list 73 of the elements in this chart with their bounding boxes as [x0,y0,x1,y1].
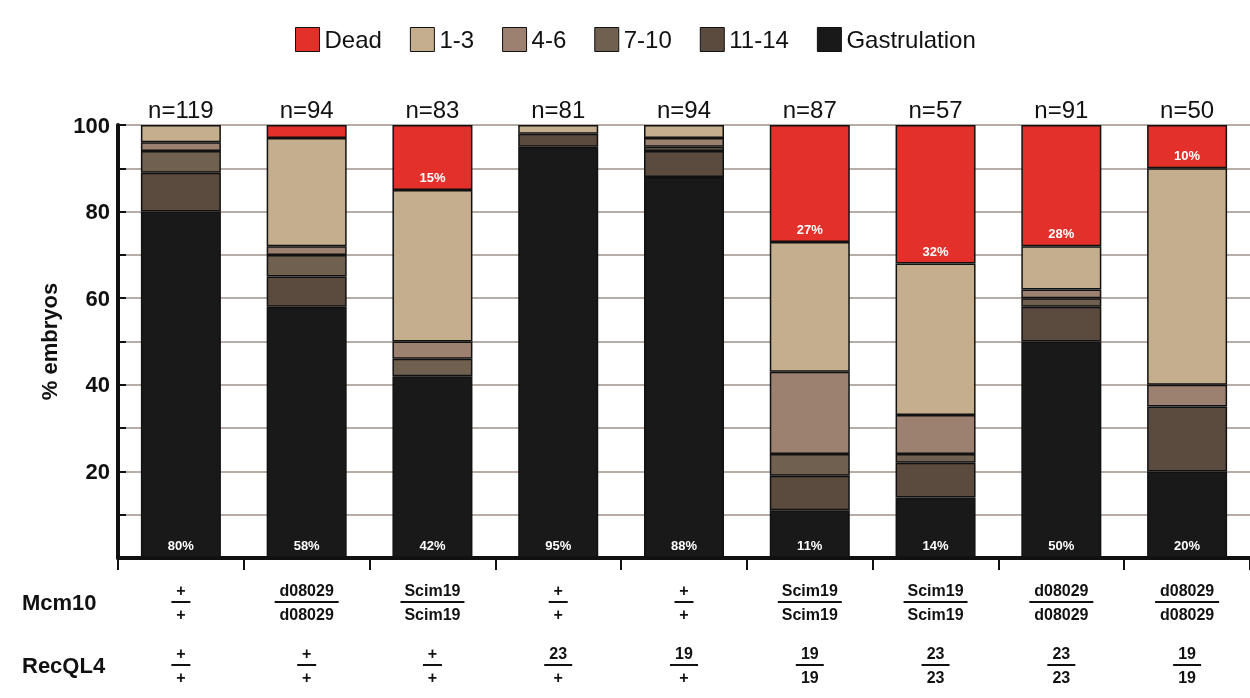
text: Scim19 [781,605,838,623]
text: n=94 [279,95,334,123]
text: n=94 [656,95,712,123]
legend-label: Gastrulation [846,26,976,53]
data-label: 42% [419,538,446,553]
data-label: 88% [670,538,698,553]
text: Mcm10 [22,589,97,615]
text: n=119 [148,95,214,123]
text: 19 [675,644,693,662]
text: d08029 [1159,581,1215,599]
legend-label: Dead [324,26,382,53]
legend-label: 1-3 [439,26,475,53]
y-tick-label: 80 [85,199,110,225]
text: Scim19 [907,581,964,599]
text: 23 [926,668,945,686]
text: + [176,605,186,623]
text: + [553,668,563,686]
text: 23 [1052,644,1071,662]
text: Scim19 [404,605,461,623]
text: n=91 [1034,95,1089,123]
text: d08029 [279,605,334,623]
text: Scim19 [404,581,461,599]
text: n=57 [908,95,963,123]
text: Scim19 [781,581,838,599]
text: 23 [1052,668,1071,686]
text: + [427,644,438,662]
data-label: 14% [922,538,949,553]
data-label: 10% [1174,148,1201,164]
text: n=83 [405,95,460,123]
text: n=81 [531,95,586,123]
text: 23 [549,644,568,662]
text: + [176,581,186,599]
text: + [553,581,563,599]
text: + [176,668,186,686]
data-label: 11% [797,538,823,553]
y-tick-label: 20 [85,458,110,484]
text: + [301,668,312,686]
text: n=87 [782,95,837,123]
data-label: 32% [922,243,949,259]
data-label: 28% [1048,226,1075,242]
y-tick-label: 100 [73,112,110,138]
text: + [553,605,563,623]
legend-label: 4-6 [531,26,567,53]
text: + [176,644,186,662]
data-label: 15% [419,169,446,185]
text: 19 [1178,644,1197,662]
text: d08029 [1159,605,1215,623]
text: 23 [926,644,945,662]
text: + [427,668,438,686]
legend-label: 11-14 [729,26,789,53]
data-label: 58% [293,538,321,553]
text: 19 [800,668,819,686]
y-axis-title: % embryos [36,282,62,401]
text: + [679,605,689,623]
legend-label: 7-10 [623,26,672,53]
text: + [679,668,689,686]
text: n=50 [1160,95,1215,123]
y-tick-label: 40 [85,372,110,398]
text: 19 [1178,668,1197,686]
data-label: 20% [1174,538,1201,553]
text: RecQL4 [22,652,106,678]
data-label: 80% [167,538,195,553]
data-label: 27% [796,221,824,237]
text: d08029 [1034,581,1089,599]
text: + [679,581,689,599]
data-label: 50% [1048,538,1075,553]
text: + [301,644,312,662]
text: 19 [800,644,819,662]
y-tick-label: 60 [85,285,110,311]
text: Scim19 [907,605,964,623]
data-label: 95% [545,538,572,553]
text: d08029 [279,581,334,599]
text: d08029 [1034,605,1089,623]
